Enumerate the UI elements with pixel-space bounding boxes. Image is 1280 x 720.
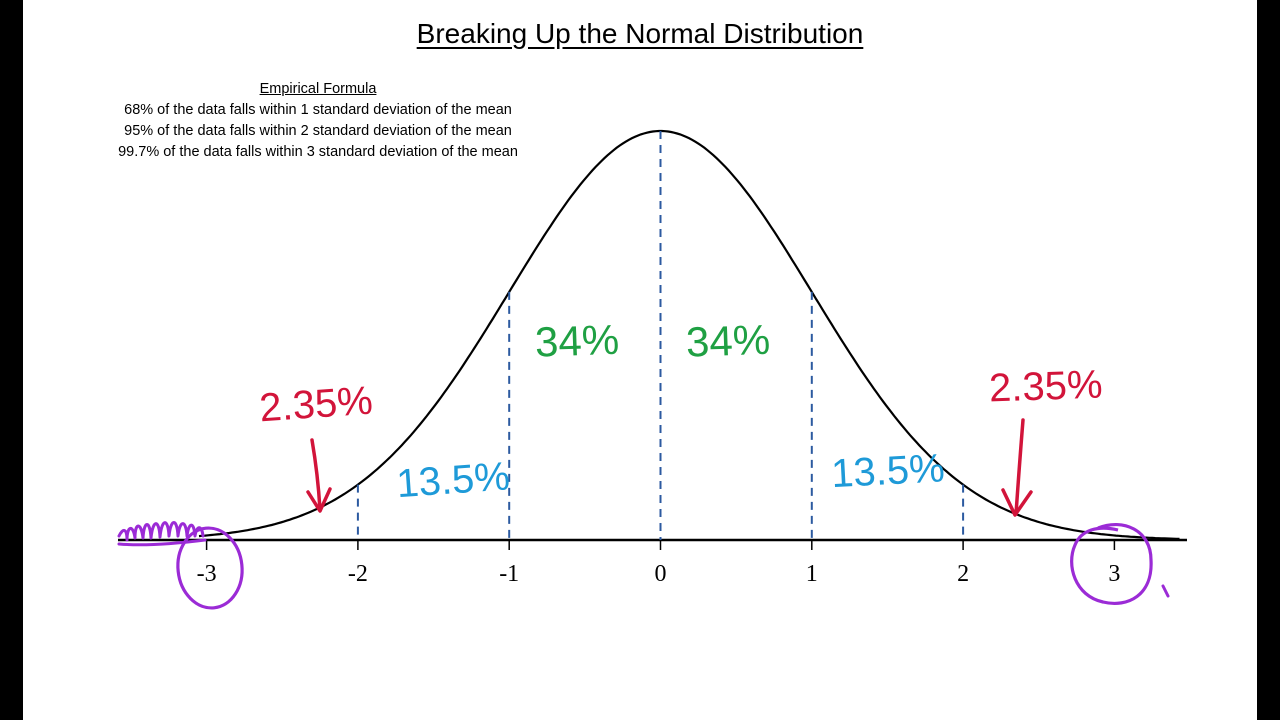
arrow-right-tail [1001, 418, 1033, 517]
axis-tick-label: -3 [197, 561, 217, 587]
annotation-34-right: 34% [685, 316, 771, 366]
annotation-2-35-right: 2.35% [988, 363, 1103, 411]
annotation-13-5-left: 13.5% [395, 454, 511, 506]
axis-tick-label: 2 [957, 561, 969, 587]
purple-tick-mark [1161, 584, 1170, 598]
empirical-formula-heading: Empirical Formula [259, 81, 377, 97]
circle-plus-3 [1070, 523, 1153, 605]
axis-tick-label: -1 [499, 561, 519, 587]
page-title: Breaking Up the Normal Distribution [416, 18, 864, 49]
axis-ticks: -3 -2 -1 0 1 2 3 [197, 540, 1120, 587]
axis-tick-label: 3 [1108, 561, 1120, 587]
annotation-2-35-left: 2.35% [258, 379, 374, 431]
empirical-line-997: 99.7% of the data falls within 3 standar… [118, 144, 518, 160]
axis-tick-label: -2 [348, 561, 368, 587]
empirical-line-68: 68% of the data falls within 1 standard … [124, 102, 512, 118]
sd-dashed-lines [356, 131, 965, 540]
annotation-34-left: 34% [534, 316, 620, 366]
slide-canvas: Breaking Up the Normal Distribution Empi… [23, 0, 1257, 720]
arrow-left-tail [306, 438, 332, 513]
axis-tick-label: 0 [655, 561, 667, 587]
normal-distribution-diagram: -3 -2 -1 0 1 2 3 34% 34% 13.5% 13.5% 2.35% 2.3… [117, 129, 1187, 610]
empirical-line-95: 95% of the data falls within 2 standard … [124, 123, 512, 139]
empirical-formula-box: Empirical Formula 68% of the data falls … [78, 79, 558, 163]
axis-tick-label: 1 [806, 561, 818, 587]
scribble-left-tail [117, 521, 207, 547]
circle-minus-3 [176, 526, 244, 610]
annotation-13-5-right: 13.5% [830, 446, 946, 496]
